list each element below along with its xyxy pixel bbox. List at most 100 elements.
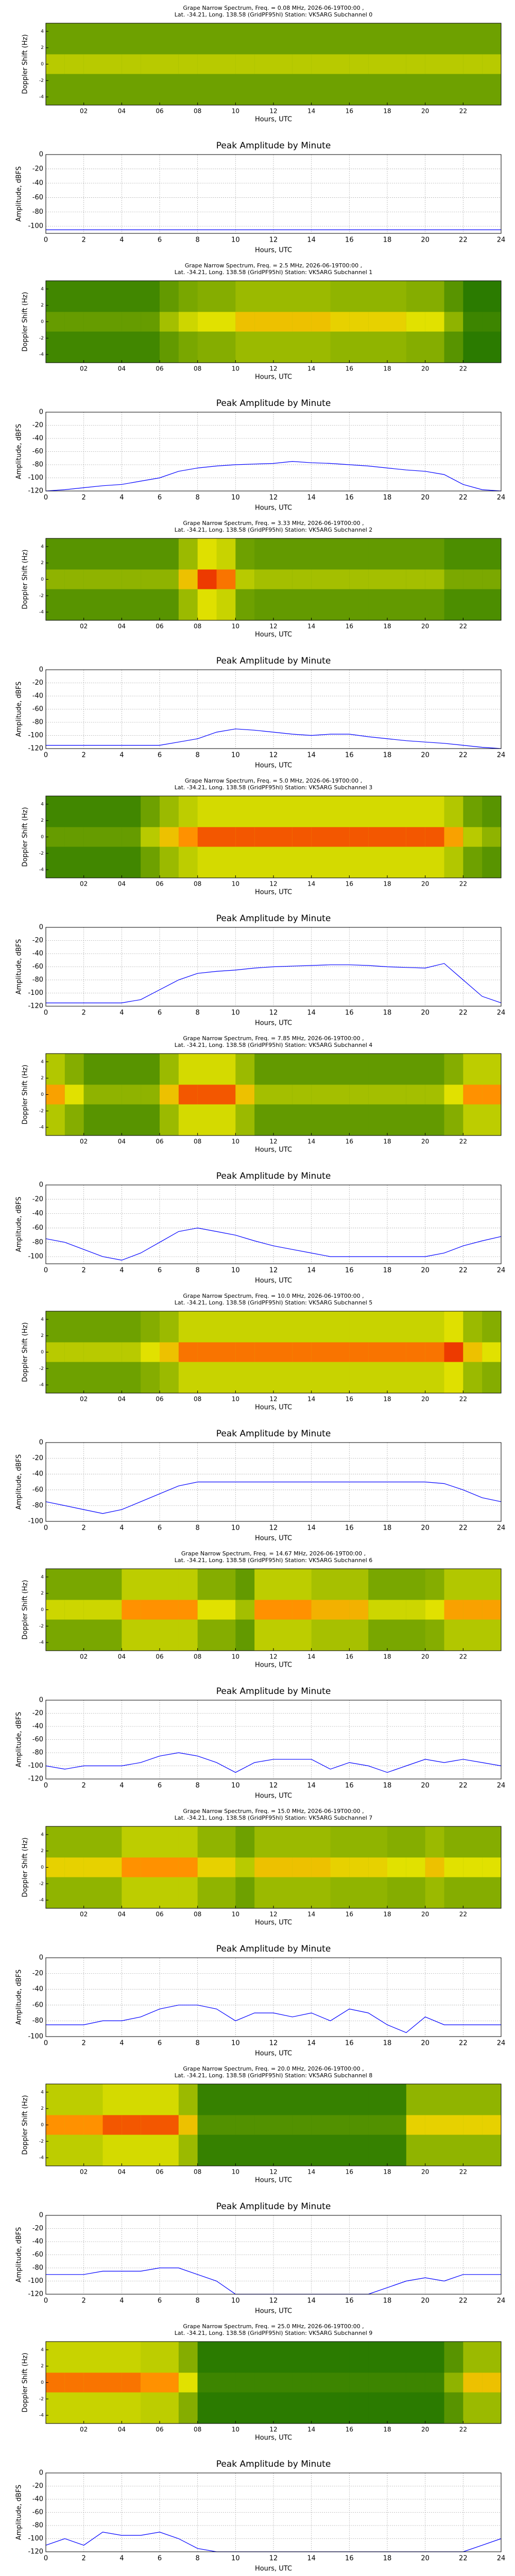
x-tick-label: 14: [307, 2426, 315, 2433]
spectrum-band: [482, 827, 502, 847]
spectrum-band: [444, 1084, 464, 1105]
spectrum-band: [406, 569, 426, 589]
y-tick-label: 0: [39, 2469, 43, 2477]
x-tick-label: 22: [459, 494, 468, 502]
x-tick-label: 24: [497, 494, 506, 502]
spectrum-band: [406, 2372, 426, 2393]
spectrum-band: [216, 312, 236, 332]
x-axis-label: Hours, UTC: [255, 247, 292, 255]
spectrum-band: [368, 54, 388, 74]
x-tick-label: 18: [383, 236, 392, 244]
x-tick-label: 16: [345, 236, 354, 244]
spectrum-band: [216, 1342, 236, 1362]
spectrum-band: [387, 1084, 407, 1105]
y-tick-label: 4: [41, 1059, 44, 1064]
spectrum-band: [197, 827, 217, 847]
spectrum-band: [46, 1600, 65, 1620]
y-tick-label: -4: [39, 95, 44, 100]
plot-frame: [45, 1184, 502, 1264]
spectrum-band: [387, 569, 407, 589]
x-tick-label: 8: [196, 1782, 200, 1790]
x-tick-label: 24: [497, 236, 506, 244]
y-tick-label: 2: [41, 1076, 44, 1081]
x-tick-label: 0: [44, 1524, 48, 1532]
y-tick-label: -120: [28, 2291, 43, 2298]
y-tick-label: 0: [41, 1865, 44, 1870]
x-tick-label: 4: [119, 1782, 124, 1790]
spectrum-band: [46, 1857, 65, 1877]
x-tick-label: 12: [269, 1911, 277, 1918]
y-tick-label: -80: [32, 461, 43, 469]
spectrum-band: [216, 827, 236, 847]
spectrum-band: [349, 1600, 369, 1620]
x-tick-label: 14: [307, 365, 315, 372]
x-tick-label: 20: [421, 1653, 429, 1660]
chart-title: Grape Narrow Spectrum, Freq. = 14.67 MHz…: [181, 1550, 366, 1557]
spectrum-band: [122, 1084, 141, 1105]
x-axis-label: Hours, UTC: [255, 2308, 292, 2315]
x-tick-label: 14: [307, 1524, 316, 1532]
amplitude-line: [45, 1227, 502, 1261]
spectrum-band: [141, 1342, 160, 1362]
y-tick-label: -60: [32, 1224, 43, 1232]
x-tick-label: 04: [118, 623, 126, 630]
spectrum-band: [235, 1084, 255, 1105]
x-tick-label: 14: [307, 236, 316, 244]
spectrum-band: [444, 2372, 464, 2393]
spectrum-band: [444, 312, 464, 332]
spectrum-band: [425, 827, 444, 847]
x-tick-label: 16: [345, 1782, 354, 1790]
y-tick-label: 0: [41, 2123, 44, 2128]
x-tick-label: 20: [421, 2168, 429, 2176]
spectrum-band: [387, 1342, 407, 1362]
spectrum-band: [330, 1342, 350, 1362]
spectrum-band: [425, 1600, 444, 1620]
y-axis-label: Doppler Shift (Hz): [22, 2095, 29, 2155]
spectrum-band: [444, 1600, 464, 1620]
x-axis-label: Hours, UTC: [255, 2050, 292, 2058]
x-tick-label: 24: [497, 752, 506, 759]
spectrum-band: [482, 1857, 502, 1877]
x-tick-label: 8: [196, 494, 200, 502]
y-tick-label: -120: [28, 2548, 43, 2556]
y-tick-label: 4: [41, 1317, 44, 1322]
x-tick-label: 06: [156, 1396, 163, 1403]
y-tick-label: -80: [32, 2017, 43, 2025]
spectrum-band: [406, 1342, 426, 1362]
spectrum-band: [463, 827, 483, 847]
x-tick-label: 08: [194, 2168, 201, 2176]
spectrum-band: [141, 54, 160, 74]
x-tick-label: 10: [232, 108, 239, 115]
y-tick-label: -20: [32, 2482, 43, 2490]
x-tick-label: 20: [421, 1782, 430, 1790]
x-tick-label: 04: [118, 1653, 126, 1660]
spectrum-band: [197, 569, 217, 589]
chart-subtitle: Lat. -34.21, Long. 138.58 (GridPF95hl) S…: [175, 1815, 373, 1821]
y-tick-label: -40: [32, 179, 43, 187]
spectrum-band: [254, 2372, 274, 2393]
spectrum-band: [235, 2115, 255, 2135]
x-tick-label: 0: [44, 752, 48, 759]
x-tick-label: 8: [196, 1524, 200, 1532]
spectrum-band: [330, 569, 350, 589]
spectrum-band: [235, 1342, 255, 1362]
x-tick-label: 14: [307, 1396, 315, 1403]
x-tick-label: 20: [421, 236, 430, 244]
chart-subtitle: Lat. -34.21, Long. 138.58 (GridPF95hl) S…: [175, 2330, 373, 2336]
x-tick-label: 14: [307, 1911, 315, 1918]
chart-title: Grape Narrow Spectrum, Freq. = 20.0 MHz,…: [183, 2065, 364, 2072]
spectrum-band: [122, 1857, 141, 1877]
y-tick-label: -4: [39, 352, 44, 358]
spectrum-band: [349, 312, 369, 332]
spectrum-band: [387, 1600, 407, 1620]
y-tick-label: 2: [41, 818, 44, 823]
y-tick-label: -4: [39, 1898, 44, 1903]
y-tick-label: 0: [39, 1954, 43, 1962]
x-tick-label: 2: [82, 1524, 86, 1532]
x-tick-label: 0: [44, 2555, 48, 2563]
x-tick-label: 20: [421, 1911, 429, 1918]
spectrum-band: [197, 1342, 217, 1362]
x-tick-label: 12: [269, 365, 277, 372]
x-tick-label: 18: [383, 623, 391, 630]
